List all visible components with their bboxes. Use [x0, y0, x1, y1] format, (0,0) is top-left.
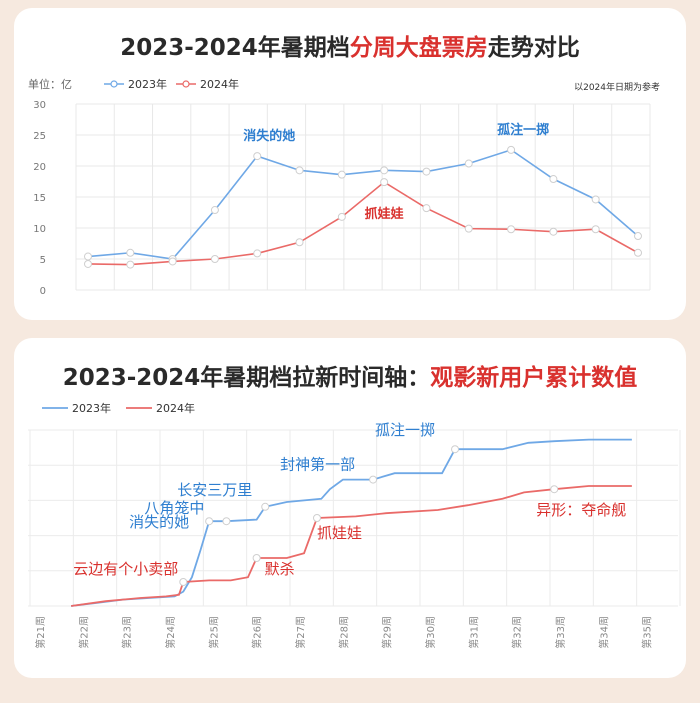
chart1-point	[464, 159, 473, 168]
chart1-point	[253, 249, 262, 258]
chart1-point	[464, 224, 473, 233]
chart2-legend-label: 2024年	[156, 401, 195, 415]
chart1-annotation: 抓娃娃	[365, 206, 404, 222]
chart1-point	[634, 232, 642, 241]
chart1-ytick-label: 25	[33, 131, 46, 142]
chart1-series-line-1	[87, 181, 639, 266]
new-users-timeline-chart: 第21周 第22周 第23周 第24周 第25周 第26周 第27周 第28周 第29周 第30周…	[28, 401, 681, 649]
chart1-point	[507, 225, 516, 234]
chart2-event-marker	[222, 517, 231, 526]
chart2-annotation: 异形：夺命舰	[536, 501, 626, 519]
chart2-event-marker	[369, 475, 378, 484]
chart1-ytick-label: 0	[40, 286, 46, 297]
chart1-point	[253, 152, 262, 161]
chart1-ytick-label: 5	[40, 255, 46, 266]
chart2-title: 2023-2024年暑期档拉新时间轴：观影新用户累计数值	[14, 358, 686, 392]
chart1-legend-label: 2023年	[128, 77, 167, 91]
chart2-xtick-label: 第30周	[424, 616, 437, 649]
chart2-xtick-label: 第33周	[554, 616, 567, 649]
chart2-xtick-label: 第35周	[641, 616, 654, 649]
chart1-point	[337, 212, 346, 221]
chart1-point	[126, 248, 135, 257]
chart2-title-highlight: 观影新用户累计数值	[430, 365, 638, 391]
new-users-timeline-card: 2023-2024年暑期档拉新时间轴：观影新用户累计数值 第21周 第22周 第23…	[14, 338, 686, 678]
chart2-annotation: 抓娃娃	[317, 524, 362, 542]
chart2-series-line-1	[71, 485, 632, 607]
chart2-xtick-label: 第26周	[251, 616, 264, 649]
chart1-point	[422, 204, 431, 213]
chart2-xtick-label: 第28周	[337, 616, 350, 649]
chart2-xtick-label: 第23周	[121, 616, 134, 649]
chart2-annotation: 长安三万里	[177, 481, 252, 499]
chart1-point	[295, 238, 304, 247]
chart1-point	[591, 225, 600, 234]
chart1-point	[210, 255, 219, 263]
chart2-xtick-label: 第31周	[467, 616, 480, 649]
chart1-point	[549, 175, 558, 184]
weekly-box-office-card: 2023-2024年暑期档分周大盘票房走势对比 0 5 10 15 20 25 30 单位：亿…	[14, 8, 686, 320]
chart2-xtick-label: 第34周	[597, 616, 610, 649]
chart1-legend-marker	[182, 80, 190, 88]
chart1-title-part2: 走势对比	[487, 35, 580, 61]
chart1-series-line-0	[87, 148, 639, 260]
chart1-point	[337, 170, 346, 179]
chart1-point	[295, 166, 304, 175]
chart2-annotation: 孤注一掷	[375, 421, 435, 439]
chart1-ytick-label: 30	[33, 100, 46, 111]
chart2-annotation: 默杀	[265, 560, 295, 578]
chart2-annotation: 消失的她	[129, 513, 189, 531]
chart2-xtick-label: 第27周	[294, 616, 307, 649]
chart1-point	[634, 248, 642, 257]
chart1-point	[422, 167, 431, 176]
chart2-title-part1: 2023-2024年暑期档拉新时间轴：	[62, 365, 431, 391]
chart1-point	[168, 257, 177, 266]
chart1-point	[591, 195, 600, 204]
chart2-event-marker	[550, 485, 559, 494]
chart2-event-marker	[179, 578, 188, 586]
chart2-event-marker	[252, 554, 261, 562]
chart2-xtick-label: 第24周	[164, 616, 177, 649]
chart2-annotation: 八角笼中	[144, 499, 204, 517]
chart1-point	[380, 166, 389, 175]
weekly-box-office-chart: 0 5 10 15 20 25 30 单位：亿 2023年 2024年 以2024年日期为参考消失的…	[28, 77, 660, 297]
chart2-annotation: 云边有个小卖部	[73, 560, 178, 578]
chart2-event-marker	[451, 445, 460, 454]
chart2-event-marker	[261, 502, 270, 511]
chart2-annotation: 封神第一部	[280, 456, 355, 474]
chart1-unit-label: 单位：亿	[28, 77, 72, 91]
chart1-title: 2023-2024年暑期档分周大盘票房走势对比	[14, 28, 686, 62]
chart2-xtick-label: 第22周	[77, 616, 90, 649]
chart1-point	[126, 260, 135, 269]
chart2-event-marker	[312, 514, 321, 522]
chart2-xtick-label: 第21周	[34, 616, 47, 649]
chart1-legend-label: 2024年	[200, 77, 239, 91]
chart1-title-highlight: 分周大盘票房	[349, 35, 488, 61]
chart1-point	[507, 145, 516, 154]
chart1-title-part1: 2023-2024年暑期档	[120, 35, 350, 61]
chart1-note: 以2024年日期为参考	[574, 81, 660, 93]
chart1-annotation: 孤注一掷	[497, 122, 549, 138]
chart1-point	[84, 259, 92, 268]
chart2-series-line-0	[71, 438, 632, 607]
chart2-xtick-label: 第32周	[511, 616, 524, 649]
chart1-point	[549, 227, 558, 236]
chart1-point	[380, 178, 389, 187]
chart1-point	[84, 252, 92, 261]
chart2-xtick-label: 第25周	[207, 616, 220, 649]
chart1-point	[210, 206, 219, 215]
chart1-legend-marker	[110, 80, 118, 88]
chart1-ytick-label: 20	[33, 162, 46, 173]
chart1-ytick-label: 15	[33, 193, 46, 204]
chart2-event-marker	[205, 517, 214, 526]
chart1-ytick-label: 10	[33, 224, 46, 235]
chart2-xtick-label: 第29周	[381, 616, 394, 649]
chart2-legend-label: 2023年	[72, 401, 111, 415]
chart1-annotation: 消失的她	[243, 128, 295, 144]
